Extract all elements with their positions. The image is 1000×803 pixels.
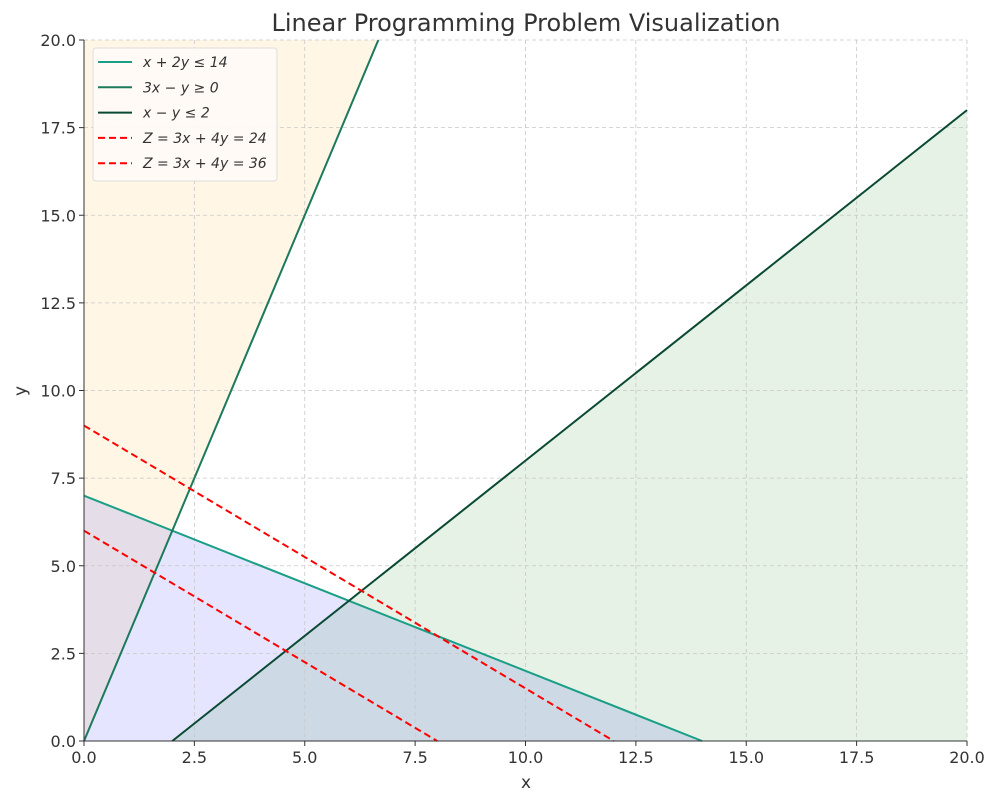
x-tick-label: 2.5 <box>182 748 207 767</box>
x-tick-label: 5.0 <box>292 748 317 767</box>
x-tick-label: 17.5 <box>839 748 875 767</box>
x-tick-label: 0.0 <box>71 748 96 767</box>
legend-label: Z = 3x + 4y = 24 <box>142 131 267 147</box>
x-axis-label: x <box>521 773 531 793</box>
y-tick-label: 10.0 <box>40 382 76 401</box>
x-tick-label: 15.0 <box>728 748 764 767</box>
legend-label: Z = 3x + 4y = 36 <box>142 156 267 172</box>
x-tick-label: 10.0 <box>508 748 544 767</box>
x-tick-label: 7.5 <box>402 748 427 767</box>
series-line-4 <box>83 424 615 742</box>
y-tick-label: 5.0 <box>51 557 76 576</box>
y-tick-label: 20.0 <box>40 31 76 50</box>
series-line-3 <box>83 529 438 742</box>
y-tick-label: 12.5 <box>40 294 76 313</box>
legend-label: x + 2y ≤ 14 <box>142 55 228 71</box>
y-tick-label: 7.5 <box>51 469 76 488</box>
series-line-2 <box>171 109 968 742</box>
y-tick-label: 17.5 <box>40 119 76 138</box>
legend-label: x − y ≤ 2 <box>142 106 210 122</box>
series-line-0 <box>83 494 703 742</box>
y-tick-label: 0.0 <box>51 732 76 751</box>
y-axis-label: y <box>11 386 31 396</box>
y-tick-label: 15.0 <box>40 206 76 225</box>
x-tick-label: 20.0 <box>949 748 985 767</box>
chart-title: Linear Programming Problem Visualization <box>272 9 781 37</box>
legend: x + 2y ≤ 14 3x − y ≥ 0 x − y ≤ 2 Z = 3x + 4… <box>92 47 278 182</box>
x-tick-label: 12.5 <box>618 748 654 767</box>
legend-box <box>92 47 278 182</box>
y-tick-label: 2.5 <box>51 644 76 663</box>
legend-label: 3x − y ≥ 0 <box>143 80 219 96</box>
series-line-1 <box>83 39 380 742</box>
